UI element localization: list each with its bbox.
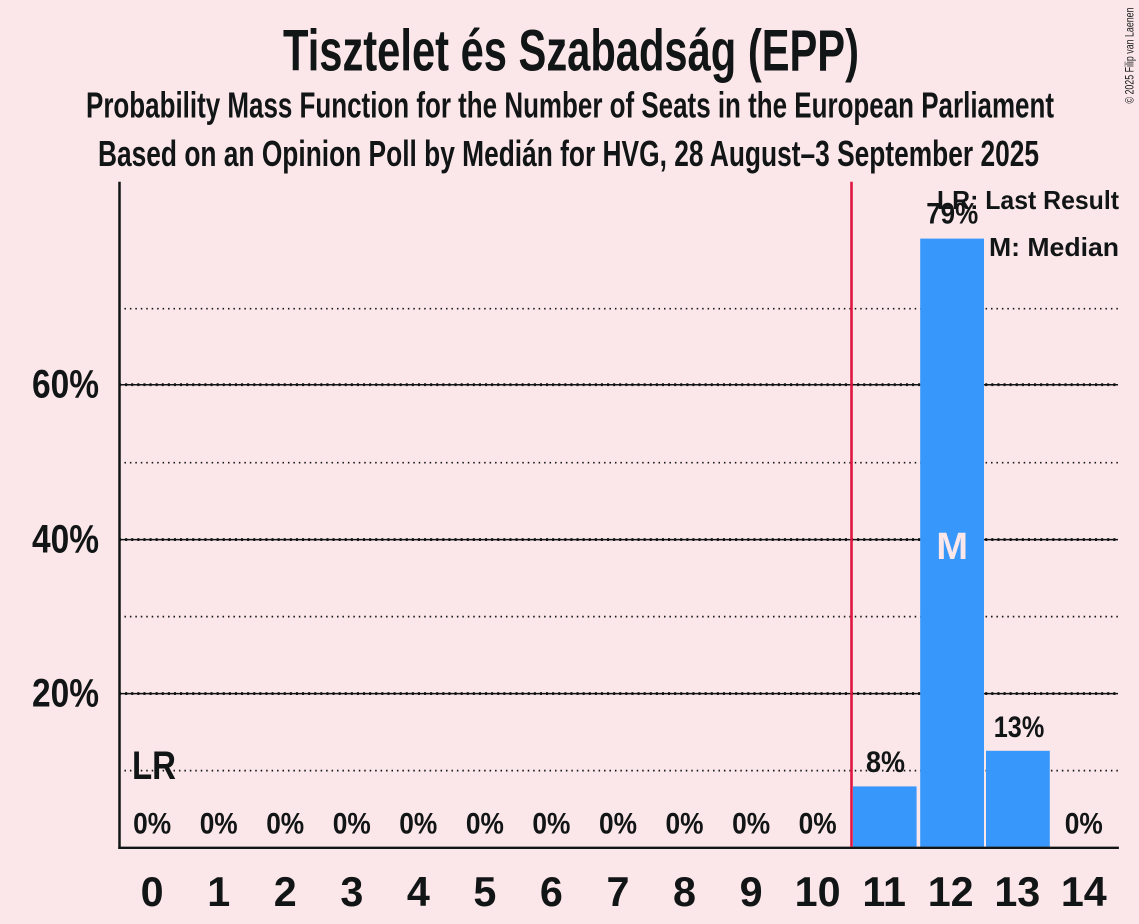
svg-text:M: M [936,526,968,568]
svg-text:M: Median: M: Median [989,232,1119,262]
svg-text:0%: 0% [133,808,171,841]
svg-text:© 2025 Filip van Laenen: © 2025 Filip van Laenen [1125,8,1137,104]
svg-text:20%: 20% [32,672,99,716]
svg-text:0%: 0% [732,808,770,841]
svg-text:0%: 0% [333,808,371,841]
svg-text:3: 3 [340,869,363,915]
svg-text:79%: 79% [926,197,978,230]
svg-text:0%: 0% [532,808,570,841]
svg-text:11: 11 [862,869,906,915]
svg-text:12: 12 [928,869,974,915]
svg-text:Tisztelet és Szabadság (EPP): Tisztelet és Szabadság (EPP) [283,19,859,84]
svg-text:7: 7 [607,869,630,915]
svg-text:8: 8 [673,869,696,915]
svg-text:Based on an Opinion Poll by Me: Based on an Opinion Poll by Medián for H… [98,133,1039,174]
svg-text:LR: LR [132,744,176,788]
svg-text:0%: 0% [599,808,637,841]
svg-text:13%: 13% [994,711,1045,744]
svg-text:0%: 0% [466,808,504,841]
svg-text:0%: 0% [266,808,304,841]
svg-text:0: 0 [141,869,164,915]
svg-text:5: 5 [473,869,496,915]
svg-text:13: 13 [994,869,1040,915]
svg-text:14: 14 [1061,869,1107,915]
svg-text:6: 6 [540,869,563,915]
svg-text:LR: Last Result: LR: Last Result [937,185,1119,215]
svg-text:60%: 60% [32,363,99,407]
svg-text:8%: 8% [866,746,905,779]
svg-text:2: 2 [274,869,297,915]
svg-text:4: 4 [407,869,430,915]
svg-text:0%: 0% [200,808,238,841]
svg-text:0%: 0% [666,808,704,841]
svg-text:Probability Mass Function for: Probability Mass Function for the Number… [86,85,1054,126]
svg-text:1: 1 [207,869,230,915]
svg-text:10: 10 [795,869,841,915]
svg-text:0%: 0% [1065,808,1103,841]
svg-text:9: 9 [740,869,763,915]
svg-text:40%: 40% [32,518,99,562]
svg-text:0%: 0% [399,808,437,841]
svg-text:0%: 0% [799,808,837,841]
